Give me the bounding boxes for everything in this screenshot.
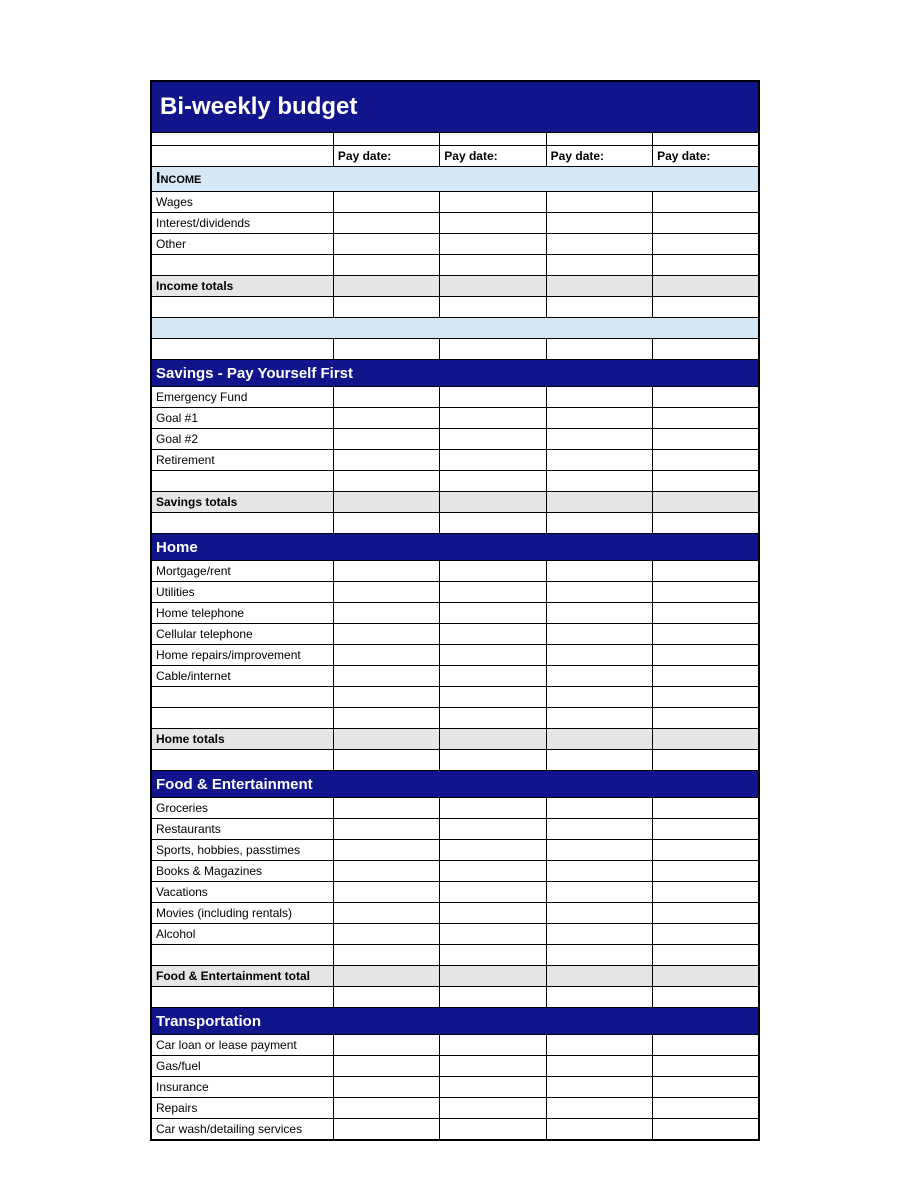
table-row: Goal #2	[151, 429, 759, 450]
table-row: Restaurants	[151, 819, 759, 840]
home-header-text: Home	[151, 534, 759, 561]
table-row: Vacations	[151, 882, 759, 903]
gap-row	[151, 750, 759, 771]
table-row	[151, 708, 759, 729]
food-header-text: Food & Entertainment	[151, 771, 759, 798]
table-row: Interest/dividends	[151, 213, 759, 234]
table-row: Emergency Fund	[151, 387, 759, 408]
savings-header-text: Savings - Pay Yourself First	[151, 360, 759, 387]
savings-totals: Savings totals	[151, 492, 759, 513]
transport-header-text: Transportation	[151, 1008, 759, 1035]
savings-header: Savings - Pay Yourself First	[151, 360, 759, 387]
table-row: Insurance	[151, 1077, 759, 1098]
table-row: Cable/internet	[151, 666, 759, 687]
table-row: Home telephone	[151, 603, 759, 624]
blank-row	[151, 133, 759, 146]
table-row: Sports, hobbies, passtimes	[151, 840, 759, 861]
table-row: Retirement	[151, 450, 759, 471]
income-header: Income	[151, 167, 759, 192]
table-row: Utilities	[151, 582, 759, 603]
budget-table: Bi-weekly budget Pay date: Pay date: Pay…	[150, 80, 760, 1141]
food-header: Food & Entertainment	[151, 771, 759, 798]
table-row: Goal #1	[151, 408, 759, 429]
table-row: Home repairs/improvement	[151, 645, 759, 666]
table-row	[151, 945, 759, 966]
table-row	[151, 687, 759, 708]
transport-header: Transportation	[151, 1008, 759, 1035]
home-totals: Home totals	[151, 729, 759, 750]
table-row: Movies (including rentals)	[151, 903, 759, 924]
table-row	[151, 471, 759, 492]
pay-date-3: Pay date:	[546, 146, 652, 167]
income-header-text: Income	[151, 167, 759, 192]
pay-date-2: Pay date:	[440, 146, 546, 167]
table-row: Cellular telephone	[151, 624, 759, 645]
pay-date-4: Pay date:	[653, 146, 759, 167]
spacer-row	[151, 318, 759, 339]
table-row: Car wash/detailing services	[151, 1119, 759, 1141]
table-row: Groceries	[151, 798, 759, 819]
table-row: Other	[151, 234, 759, 255]
table-row: Alcohol	[151, 924, 759, 945]
pay-date-header: Pay date: Pay date: Pay date: Pay date:	[151, 146, 759, 167]
income-totals: Income totals	[151, 276, 759, 297]
table-row: Mortgage/rent	[151, 561, 759, 582]
gap-row	[151, 513, 759, 534]
food-totals: Food & Entertainment total	[151, 966, 759, 987]
table-row: Books & Magazines	[151, 861, 759, 882]
pay-date-1: Pay date:	[333, 146, 439, 167]
table-row: Gas/fuel	[151, 1056, 759, 1077]
table-row: Wages	[151, 192, 759, 213]
table-row: Car loan or lease payment	[151, 1035, 759, 1056]
gap-row	[151, 987, 759, 1008]
table-row: Repairs	[151, 1098, 759, 1119]
gap-row	[151, 339, 759, 360]
gap-row	[151, 297, 759, 318]
home-header: Home	[151, 534, 759, 561]
title-text: Bi-weekly budget	[151, 81, 759, 133]
title-row: Bi-weekly budget	[151, 81, 759, 133]
table-row	[151, 255, 759, 276]
